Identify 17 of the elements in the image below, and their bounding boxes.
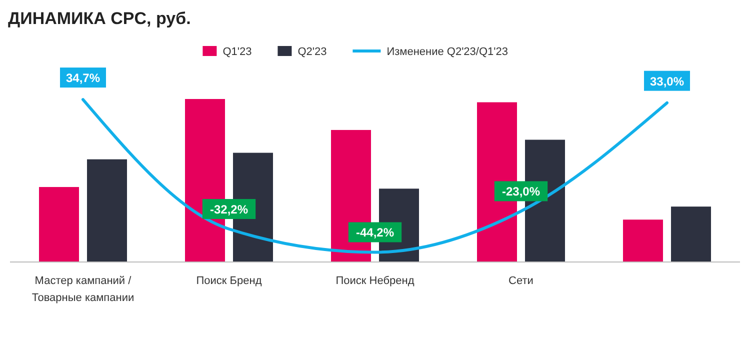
bar (623, 220, 663, 262)
data-label: -32,2% (210, 202, 248, 217)
x-tick-label: Поиск Небренд (336, 275, 415, 287)
data-label: 34,7% (66, 71, 100, 86)
legend-label: Q1'23 (222, 46, 252, 58)
bar (39, 187, 79, 262)
legend-label: Q2'23 (298, 46, 327, 58)
x-tick-label: Сети (508, 275, 534, 287)
bar (671, 206, 711, 262)
legend-label: Изменение Q2'23/Q1'23 (386, 46, 508, 58)
x-tick-label: Мастер кампаний / Товарные кампании (32, 275, 134, 304)
data-label: 33,0% (650, 74, 684, 88)
x-tick-label: Поиск Бренд (196, 275, 262, 287)
chart-title: ДИНАМИКА CPC, руб. (8, 9, 191, 28)
data-label: -44,2% (356, 226, 394, 240)
bar (87, 159, 127, 262)
data-label: -23,0% (502, 184, 540, 199)
